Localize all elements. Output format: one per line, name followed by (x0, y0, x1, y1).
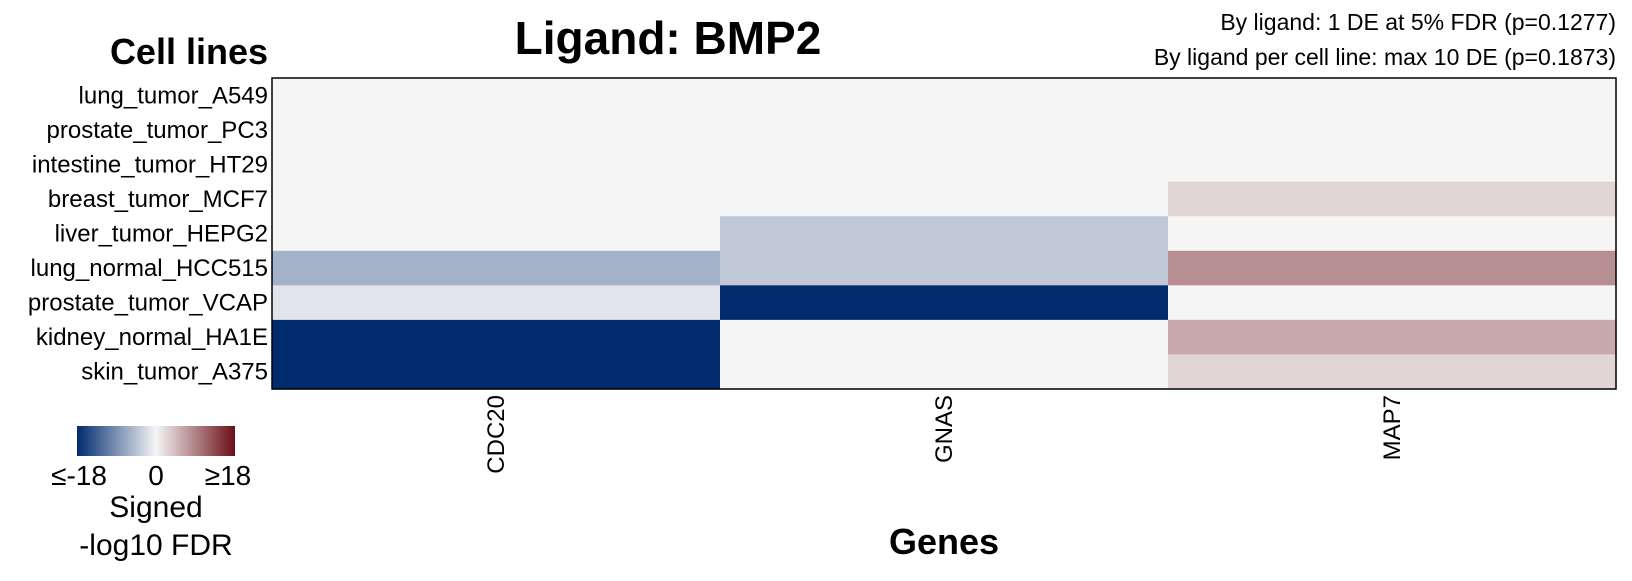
heatmap-cell (720, 319, 1169, 356)
column-label: MAP7 (1379, 395, 1406, 460)
column-label: CDC20 (483, 395, 510, 474)
heatmap-cell (1168, 250, 1617, 286)
row-label: lung_tumor_A549 (79, 82, 268, 109)
heatmap-cell (1168, 354, 1617, 390)
heatmap-cell (1168, 78, 1617, 114)
y-axis-title: Cell lines (110, 31, 268, 72)
heatmap-cell (272, 216, 721, 252)
heatmap-cell (720, 285, 1169, 321)
legend-title-line2: -log10 FDR (79, 529, 232, 562)
heatmap-cell (272, 147, 721, 183)
heatmap-cell (272, 319, 721, 356)
heatmap-cell (272, 354, 721, 390)
heatmap-cell (1168, 181, 1617, 217)
heatmap-cell (720, 216, 1169, 252)
heatmap-cell (720, 250, 1169, 286)
heatmap-cell (1168, 216, 1617, 252)
legend-mid-label: 0 (148, 460, 164, 491)
legend-max-label: ≥18 (205, 460, 252, 491)
heatmap-cell (272, 250, 721, 286)
heatmap-cell (720, 354, 1169, 390)
row-label: prostate_tumor_PC3 (47, 117, 268, 144)
heatmap-cell (720, 78, 1169, 114)
heatmap-cell (720, 181, 1169, 217)
heatmap-cells (272, 78, 1617, 390)
legend-title-line1: Signed (109, 491, 202, 524)
heatmap-cell (1168, 319, 1617, 356)
heatmap-cell (1168, 147, 1617, 183)
color-legend-bar (77, 426, 235, 456)
stat-annotation-per-cell-line: By ligand per cell line: max 10 DE (p=0.… (1154, 44, 1616, 70)
heatmap-cell (1168, 112, 1617, 148)
row-labels: lung_tumor_A549 prostate_tumor_PC3intesti… (28, 82, 268, 385)
heatmap-cell (720, 147, 1169, 183)
row-label: liver_tumor_HEPG2 (55, 221, 268, 248)
x-axis-title: Genes (889, 521, 999, 562)
row-label: lung_normal_HCC515 (31, 255, 268, 282)
heatmap-cell (272, 181, 721, 217)
heatmap-cell (1168, 285, 1617, 321)
heatmap-cell (272, 112, 721, 148)
column-labels: CDC20 GNAS MAP7 (483, 395, 1406, 474)
plot-border (271, 77, 1617, 390)
stat-annotation-ligand: By ligand: 1 DE at 5% FDR (p=0.1277) (1220, 9, 1616, 35)
row-label: intestine_tumor_HT29 (32, 151, 268, 178)
row-label: kidney_normal_HA1E (36, 324, 268, 351)
row-label: breast_tumor_MCF7 (48, 186, 268, 213)
column-label: GNAS (931, 395, 958, 463)
row-label: skin_tumor_A375 (81, 359, 268, 386)
heatmap-cell (272, 285, 721, 321)
heatmap-cell (272, 78, 721, 114)
legend-min-label: ≤-18 (51, 460, 107, 491)
row-label: prostate_tumor_VCAP (28, 290, 268, 317)
heatmap-cell (720, 112, 1169, 148)
chart-title: Ligand: BMP2 (515, 12, 822, 64)
